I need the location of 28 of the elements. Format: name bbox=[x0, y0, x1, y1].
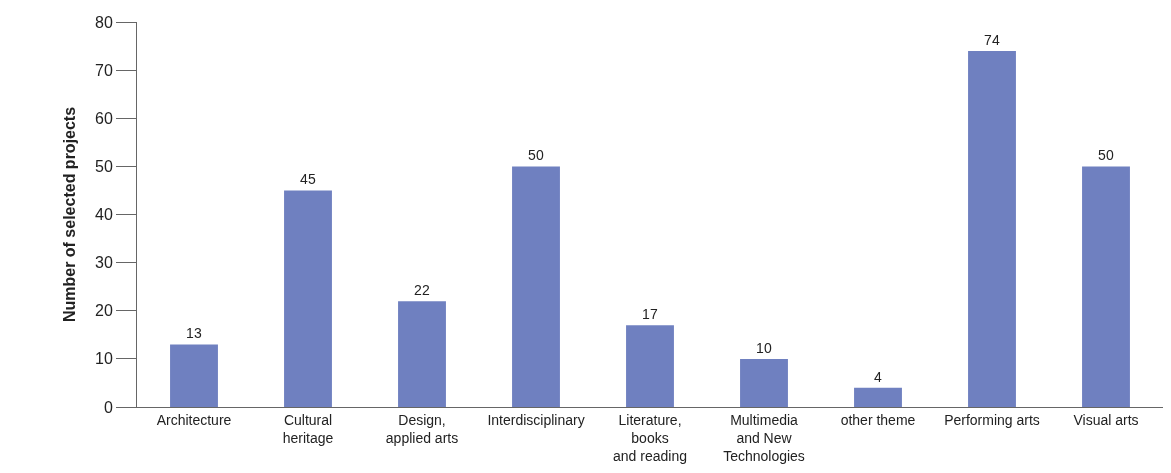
x-tick-label: other theme bbox=[840, 411, 916, 428]
x-tick-label: Literature, books and reading bbox=[613, 411, 687, 465]
y-axis-title: Number of selected projects bbox=[60, 106, 78, 323]
x-tick-label: Design, applied arts bbox=[385, 411, 459, 446]
data-label: 50 bbox=[528, 147, 544, 164]
data-label: 17 bbox=[642, 306, 658, 323]
y-tick-label: 50 bbox=[95, 157, 113, 175]
x-tick-label: Multimedia and New Technologies bbox=[723, 411, 805, 465]
y-tick-label: 80 bbox=[95, 13, 113, 31]
x-tick-label: Architecture bbox=[156, 411, 232, 428]
data-label: 22 bbox=[414, 282, 430, 299]
x-tick-label: Performing arts bbox=[944, 411, 1040, 428]
x-tick-label: Visual arts bbox=[1073, 411, 1139, 428]
x-tick-label: Interdisciplinary bbox=[487, 411, 585, 428]
x-tick-label: Cultural heritage bbox=[282, 411, 334, 446]
data-label: 10 bbox=[756, 339, 772, 356]
data-label: 50 bbox=[1098, 147, 1114, 164]
y-tick-label: 0 bbox=[103, 398, 113, 416]
y-tick-label: 10 bbox=[95, 350, 113, 368]
y-tick-label: 30 bbox=[95, 254, 113, 272]
y-tick-label: 20 bbox=[95, 302, 113, 320]
data-label: 74 bbox=[984, 31, 1000, 48]
data-label: 45 bbox=[300, 171, 316, 188]
data-label: 4 bbox=[874, 368, 882, 385]
y-tick-label: 70 bbox=[95, 61, 113, 79]
y-tick-label: 60 bbox=[95, 109, 113, 127]
y-tick-label: 40 bbox=[95, 206, 113, 224]
data-label: 13 bbox=[186, 325, 202, 342]
